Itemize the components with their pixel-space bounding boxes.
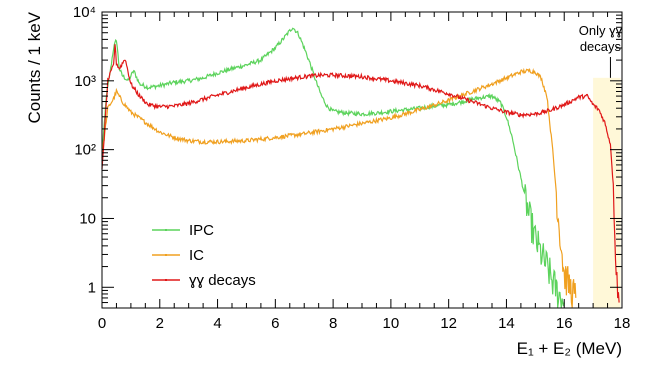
x-tick-label: 0 — [98, 315, 106, 332]
x-tick-label: 14 — [498, 315, 515, 332]
x-tick-label: 12 — [440, 315, 457, 332]
annotation-line: Only ɣɣ — [579, 23, 623, 38]
annotation-line: decays — [580, 39, 622, 54]
legend-marker-2 — [165, 279, 167, 281]
y-tick-label: 10 — [79, 210, 96, 227]
annotation: Only ɣɣ decays — [579, 23, 623, 78]
x-tick-label: 4 — [213, 315, 221, 332]
legend: IPC IC ɣɣ decays — [152, 222, 256, 289]
x-tick-label: 10 — [383, 315, 400, 332]
y-tick-label: 10³ — [74, 73, 96, 90]
y-axis-title: Counts / 1 keV — [25, 11, 44, 123]
legend-label-1: IC — [189, 247, 204, 264]
legend-marker-1 — [165, 254, 167, 256]
x-tick-label: 18 — [614, 315, 631, 332]
x-tick-label: 16 — [556, 315, 573, 332]
series-line-0 — [101, 27, 565, 309]
x-axis-title: E₁ + E₂ (MeV) — [517, 339, 622, 358]
x-tick-label: 8 — [329, 315, 337, 332]
x-tick-label: 6 — [271, 315, 279, 332]
legend-label-0: IPC — [189, 222, 214, 239]
x-axis: 0 2 4 6 8 10 12 14 16 18 — [98, 12, 631, 332]
legend-label-2: ɣɣ decays — [189, 272, 256, 289]
y-tick-label: 10² — [74, 142, 96, 159]
x-tick-label: 2 — [156, 315, 164, 332]
series-line-1 — [101, 67, 577, 308]
series-layer — [101, 27, 620, 309]
series-line-2 — [101, 44, 620, 303]
y-tick-label: 1 — [88, 279, 96, 296]
legend-marker-0 — [165, 229, 167, 231]
y-tick-label: 10⁴ — [73, 4, 96, 21]
y-axis: 1 10 10² 10³ 10⁴ — [73, 4, 622, 309]
